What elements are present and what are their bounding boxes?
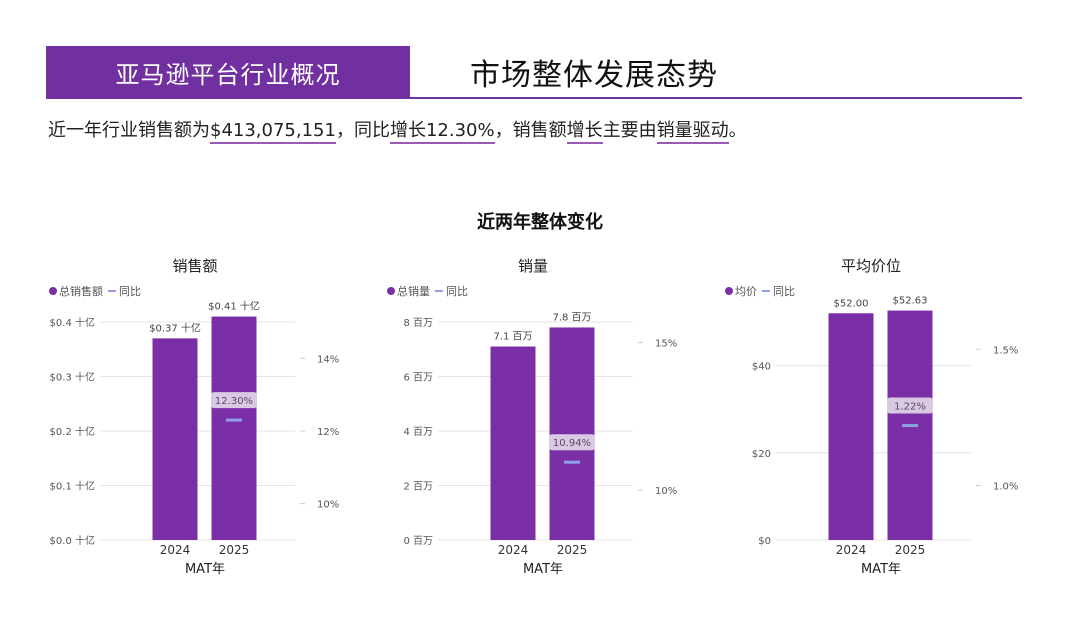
summary-mid1: ，同比 <box>335 120 390 141</box>
y2-tick-label: 10% <box>655 486 677 497</box>
legend-label: 均价 <box>735 285 757 298</box>
y-tick-label: $0.4 十亿 <box>50 316 95 329</box>
y-tick-label: 0 百万 <box>403 535 433 547</box>
chart-title: 销售额 <box>172 257 217 275</box>
section-title: 近两年整体变化 <box>477 212 603 233</box>
legend-label: 同比 <box>446 285 468 298</box>
x-tick-label: 2025 <box>557 543 588 557</box>
legend-label: 同比 <box>119 285 141 298</box>
y2-tick-label: 12% <box>317 427 339 438</box>
y-tick-label: $40 <box>752 362 771 373</box>
summary-driver: 销量驱动 <box>656 120 729 144</box>
summary-text: 近一年行业销售额为$413,075,151，同比增长12.30%，销售额增长主要… <box>48 116 747 144</box>
y-tick-label: $0.2 十亿 <box>50 425 95 438</box>
bar <box>828 313 874 540</box>
y-tick-label: $20 <box>752 449 771 460</box>
yoy-label-bg <box>211 392 257 409</box>
y-tick-label: 2 百万 <box>403 481 433 493</box>
x-tick-label: 2024 <box>160 543 191 557</box>
yoy-label-bg <box>887 397 933 414</box>
bar <box>211 316 257 540</box>
summary-mid3: 主要由 <box>602 120 657 141</box>
bar-value-label: $0.37 十亿 <box>149 321 201 334</box>
y2-tick-label: 14% <box>317 354 339 365</box>
y2-tick-label: 1.0% <box>993 482 1018 493</box>
chart-avg-price: 平均价位均价 同比 $0 $20 $40 1.0% 1.5% $52.00 2024 $52.63… <box>716 250 1036 590</box>
y2-tick-label: 15% <box>655 339 677 350</box>
legend-dot-icon <box>49 287 57 295</box>
x-tick-label: 2025 <box>219 543 250 557</box>
y-tick-label: 4 百万 <box>403 426 433 438</box>
chart-title: 平均价位 <box>841 257 901 275</box>
bar <box>490 346 536 540</box>
x-axis-title: MAT年 <box>523 562 563 577</box>
y-tick-label: 6 百万 <box>403 372 433 384</box>
x-tick-label: 2024 <box>498 543 529 557</box>
legend-dot-icon <box>387 287 395 295</box>
y-tick-label: $0 <box>758 536 771 547</box>
legend-dot-icon <box>725 287 733 295</box>
header-divider <box>46 97 1022 99</box>
summary-mid2: ，销售额 <box>494 120 567 141</box>
x-tick-label: 2024 <box>836 543 867 557</box>
bar-value-label: $52.00 <box>834 298 869 309</box>
x-axis-title: MAT年 <box>861 562 901 577</box>
yoy-label: 12.30% <box>215 396 253 407</box>
x-axis-title: MAT年 <box>185 562 225 577</box>
bar-value-label: $52.63 <box>893 296 928 307</box>
y-tick-label: $0.3 十亿 <box>50 371 95 384</box>
bar <box>549 327 595 540</box>
y2-tick-label: 1.5% <box>993 345 1018 356</box>
chart-title: 销量 <box>518 257 548 275</box>
bar-value-label: $0.41 十亿 <box>208 300 260 313</box>
chart-sales: 销售额总销售额 同比 $0.0 十亿 $0.1 十亿 $0.2 十亿 $0.3 十亿 $0.… <box>40 250 360 590</box>
y-tick-label: 8 百万 <box>403 317 433 329</box>
summary-prefix: 近一年行业销售额为 <box>48 120 210 141</box>
bar <box>152 338 198 540</box>
page-title: 市场整体发展态势 <box>470 58 718 93</box>
legend-label: 总销售额 <box>59 284 103 298</box>
summary-growth-word: 增长 <box>389 120 426 144</box>
summary-suffix: 。 <box>728 120 747 141</box>
y2-tick-label: 10% <box>317 500 339 511</box>
yoy-label: 10.94% <box>553 438 591 449</box>
bar-value-label: 7.1 百万 <box>493 331 532 343</box>
summary-growth-word2: 增长 <box>566 120 603 144</box>
legend-label: 同比 <box>773 285 795 298</box>
legend-label: 总销量 <box>397 284 430 298</box>
chart-volume: 销量总销量 同比 0 百万 2 百万 4 百万 6 百万 8 百万 10% 15% 7.1 百万 2… <box>378 250 698 590</box>
bar-value-label: 7.8 百万 <box>552 311 591 323</box>
summary-sales-value: $413,075,151 <box>210 120 336 144</box>
summary-growth-value: 12.30% <box>425 120 495 144</box>
yoy-label: 1.22% <box>894 402 926 413</box>
y-tick-label: $0.1 十亿 <box>50 480 95 493</box>
yoy-label-bg <box>549 434 595 451</box>
y-tick-label: $0.0 十亿 <box>50 534 95 547</box>
x-tick-label: 2025 <box>895 543 926 557</box>
section-label: 亚马逊平台行业概况 <box>46 46 410 98</box>
